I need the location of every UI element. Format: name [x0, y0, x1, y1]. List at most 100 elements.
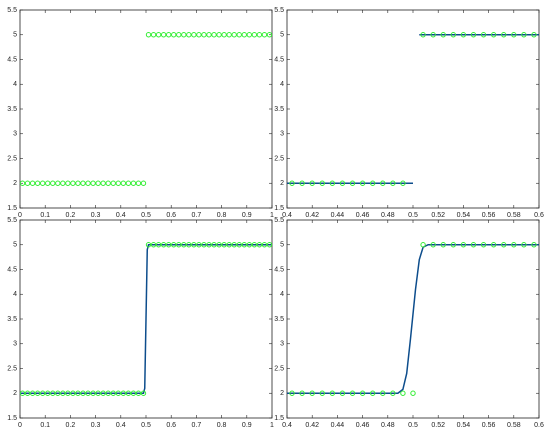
marker: [299, 390, 305, 396]
marker: [90, 180, 96, 186]
marker: [470, 242, 477, 248]
y-tick-label: 4.5: [274, 56, 284, 63]
marker: [450, 32, 457, 38]
marker: [70, 390, 76, 396]
x-tick-label: 0.56: [482, 422, 496, 429]
marker: [246, 242, 253, 248]
marker: [50, 180, 56, 186]
marker: [251, 32, 258, 38]
marker: [110, 390, 116, 396]
marker: [171, 32, 177, 38]
x-tick-label: 0.6: [166, 212, 176, 219]
marker: [531, 242, 537, 248]
marker: [165, 32, 172, 38]
marker: [211, 242, 217, 248]
marker: [400, 180, 406, 186]
marker: [145, 32, 152, 38]
marker: [55, 180, 61, 186]
y-tick-label: 4: [13, 291, 17, 298]
marker: [176, 32, 182, 38]
marker: [95, 180, 101, 186]
y-tick-label: 2.5: [7, 365, 17, 372]
marker: [85, 180, 91, 186]
x-tick-label: 0.42: [305, 422, 319, 429]
marker: [155, 32, 162, 38]
marker: [359, 390, 366, 396]
marker: [140, 390, 147, 396]
marker: [369, 180, 376, 186]
y-tick-label: 3: [13, 131, 17, 138]
marker: [191, 242, 197, 248]
y-tick-label: 2: [13, 180, 17, 187]
marker: [125, 390, 132, 396]
marker: [266, 32, 273, 38]
marker: [206, 242, 212, 248]
marker: [521, 242, 527, 248]
marker: [39, 180, 46, 186]
marker: [24, 180, 31, 186]
marker: [176, 242, 182, 248]
marker: [100, 390, 106, 396]
x-tick-label: 0.6: [166, 422, 176, 429]
x-tick-label: 0.2: [66, 212, 76, 219]
marker: [181, 32, 187, 38]
marker: [261, 32, 268, 38]
marker: [221, 242, 227, 248]
y-tick-label: 5.5: [7, 7, 17, 14]
x-tick-label: 0.2: [66, 422, 76, 429]
marker: [34, 390, 41, 396]
marker: [186, 242, 192, 248]
marker: [55, 390, 61, 396]
marker: [150, 32, 157, 38]
marker: [90, 390, 96, 396]
x-tick-label: 0.54: [457, 212, 471, 219]
marker: [289, 180, 295, 186]
marker: [380, 180, 386, 186]
marker: [480, 32, 487, 38]
marker: [501, 32, 507, 38]
y-tick-label: 5: [13, 242, 17, 249]
marker: [160, 32, 167, 38]
x-tick-label: 0.3: [91, 422, 101, 429]
marker: [70, 180, 76, 186]
marker: [196, 32, 202, 38]
marker: [226, 242, 232, 248]
marker: [359, 180, 366, 186]
marker: [309, 180, 315, 186]
x-tick-label: 0.52: [431, 212, 445, 219]
x-tick-label: 0.4: [282, 422, 292, 429]
marker: [470, 32, 477, 38]
y-tick-label: 5: [13, 32, 17, 39]
marker: [171, 242, 177, 248]
y-tick-label: 4: [280, 291, 284, 298]
y-tick-label: 1.5: [274, 205, 284, 212]
x-tick-label: 0: [18, 422, 22, 429]
marker: [105, 390, 111, 396]
x-tick-label: 0.46: [356, 212, 370, 219]
marker: [410, 390, 416, 396]
y-tick-label: 1.5: [7, 205, 17, 212]
x-tick-label: 0.7: [192, 422, 202, 429]
marker: [400, 390, 406, 396]
y-tick-label: 5: [280, 32, 284, 39]
marker: [211, 32, 217, 38]
marker: [125, 180, 132, 186]
marker: [130, 180, 137, 186]
marker: [95, 390, 101, 396]
marker: [216, 242, 222, 248]
marker: [60, 390, 66, 396]
y-tick-label: 3: [13, 341, 17, 348]
marker: [299, 180, 305, 186]
marker: [251, 242, 258, 248]
x-tick-label: 0.46: [356, 422, 370, 429]
marker: [241, 32, 247, 38]
marker: [206, 32, 212, 38]
y-tick-label: 4.5: [7, 266, 17, 273]
plot-area: [19, 9, 273, 209]
marker: [29, 180, 36, 186]
marker: [19, 180, 26, 186]
x-tick-label: 0.4: [116, 422, 126, 429]
x-tick-label: 0.6: [534, 422, 544, 429]
marker: [85, 390, 91, 396]
